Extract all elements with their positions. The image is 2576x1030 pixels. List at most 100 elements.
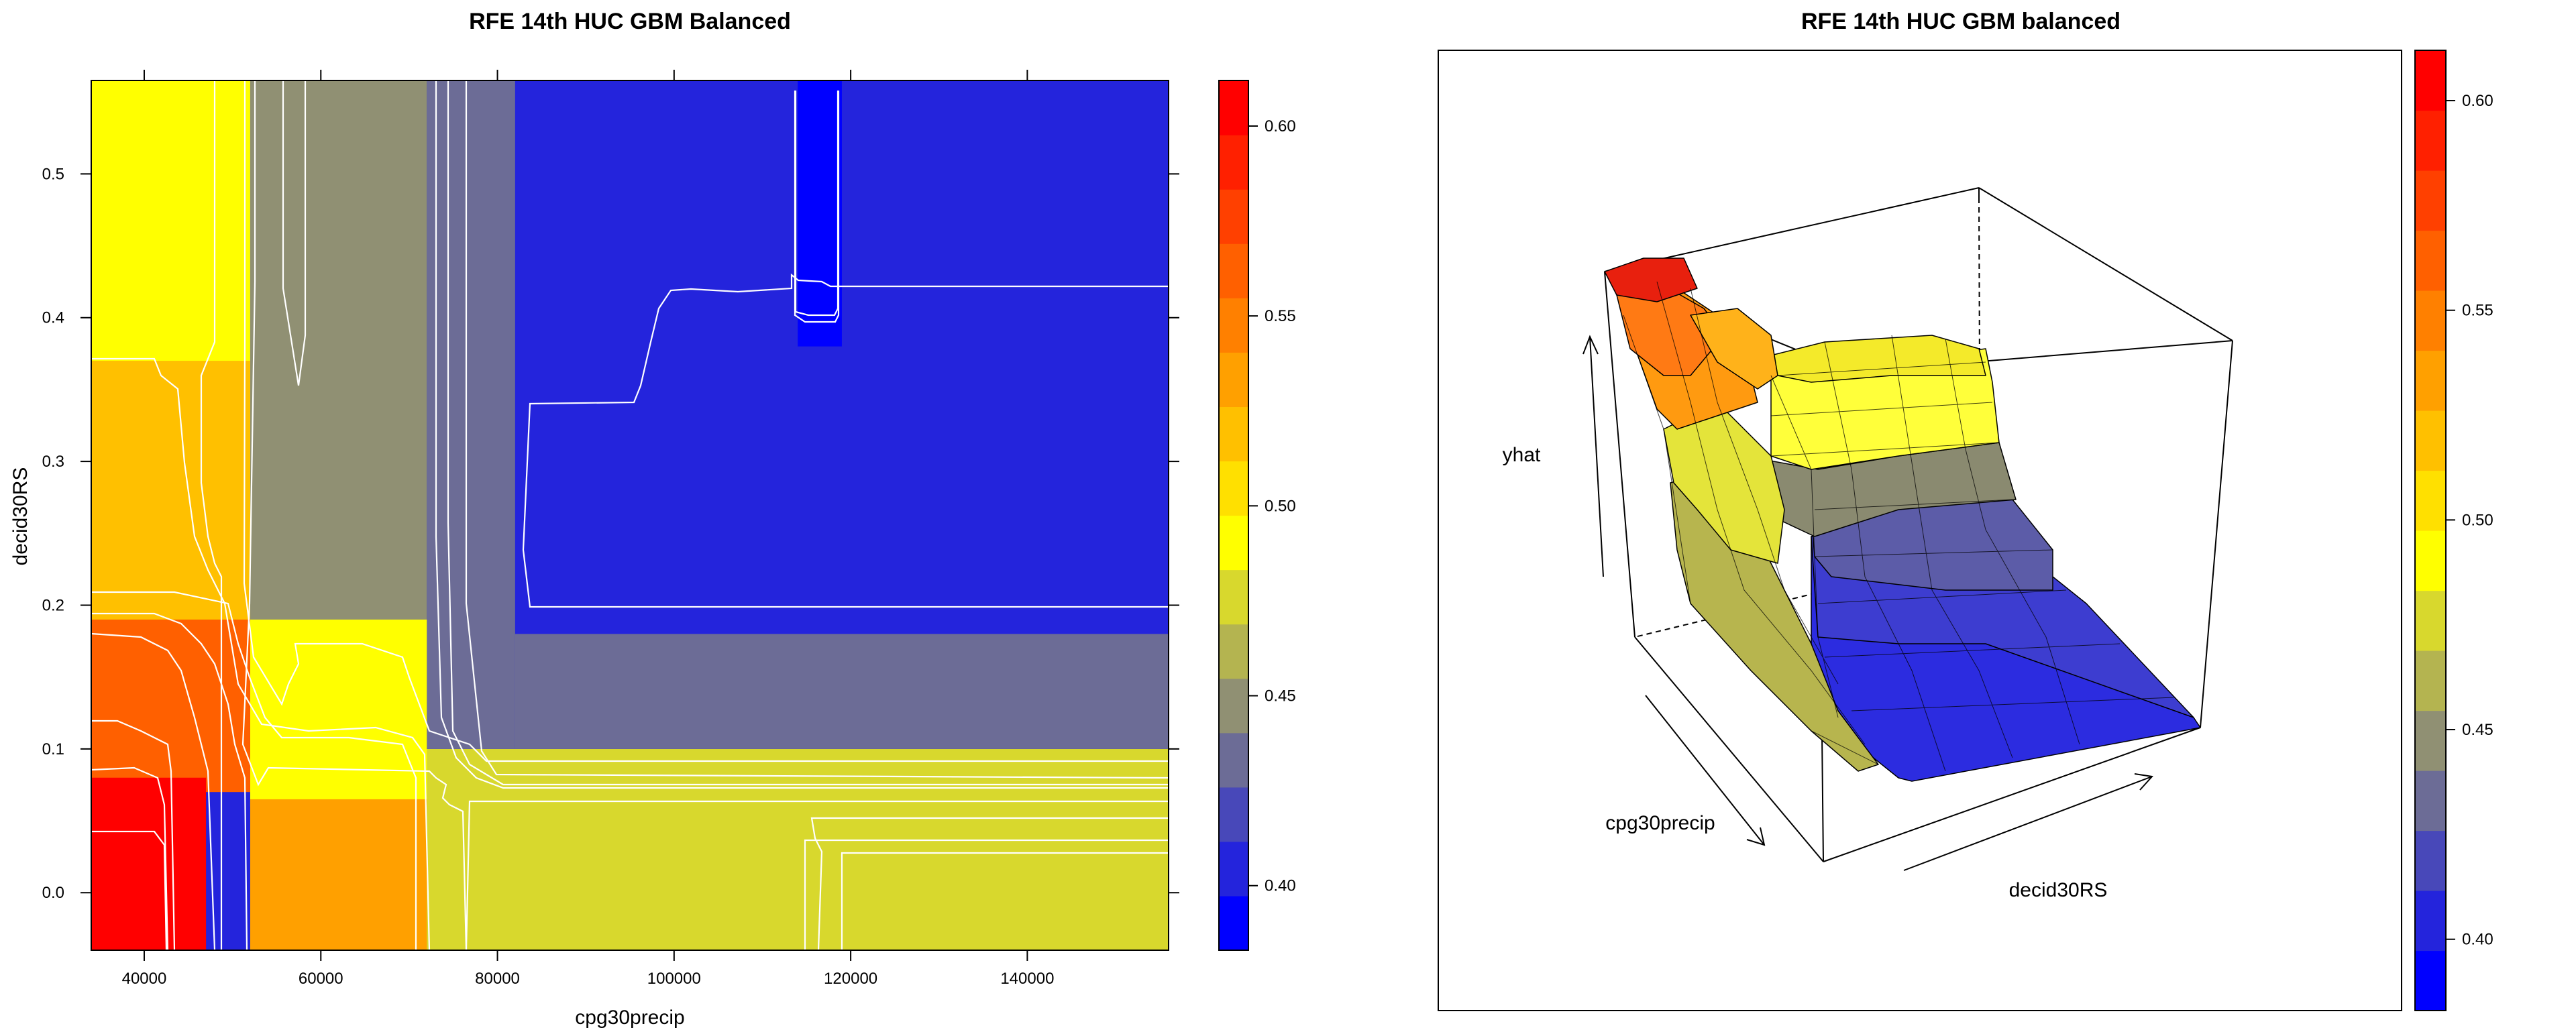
y-axis: 0.0 0.1 0.2 0.3 0.4 0.5 [42,165,1179,902]
surface-grid-line [1690,288,1839,685]
colorbar-band [1219,624,1248,679]
surface-grid-line [1770,402,1993,416]
surface-grid-line [1891,335,2013,758]
colorbar-band [1219,732,1248,788]
colorbar-band [2415,950,2446,1011]
contour-line [522,273,1169,608]
surface-grid-line [1656,281,1866,745]
y-tick-label: 0.5 [42,165,64,183]
x-tick-label: 140000 [1000,970,1054,988]
colorbar-tick-label: 0.40 [2462,931,2493,949]
colorbar-frame [2414,50,2447,1011]
z-axis-label: yhat [1503,444,1541,466]
surface-grid-line [1623,314,1879,765]
heatmap-colorbar: 0.40 0.45 0.50 0.55 0.60 [1218,80,1296,951]
colorbar-band [1219,515,1248,571]
contour-line [810,817,1169,950]
heatmap-region [250,799,427,950]
contour-line [447,80,1169,786]
colorbar-tick-label: 0.45 [2462,721,2493,739]
surface-colorbar: 0.40 0.45 0.50 0.55 0.60 [2414,50,2493,1011]
y-tick-label: 0.3 [42,453,64,471]
x-axis: 40000 60000 80000 100000 120000 140000 [122,70,1054,988]
colorbar-tick-label: 0.55 [1265,307,1296,325]
surface-axis-arrows [1582,335,2153,871]
z-axis-arrow [1589,336,1604,577]
colorbar-band [2415,170,2446,231]
surface-grid-line [1824,341,1946,772]
x-tick-label: 60000 [299,970,343,988]
surface-mesh [1604,258,2201,782]
colorbar-band [1219,787,1248,842]
colorbar-band [1219,243,1248,298]
heatmap-region [418,748,1169,950]
surface-facet-red [1604,258,1698,302]
x-axis-arrowhead [1746,827,1766,846]
colorbar-band [1219,135,1248,190]
heatmap-region [515,634,1169,749]
colorbar-band [2415,770,2446,832]
contour-line [91,632,216,950]
colorbar-band [2415,350,2446,411]
heatmap-region [91,361,250,648]
colorbar-band [1219,895,1248,951]
colorbar-band [2415,891,2446,952]
x-axis-label: cpg30precip [575,1007,684,1029]
colorbar-band [2415,650,2446,711]
x-tick-label: 120000 [824,970,877,988]
y-axis-arrow [1903,776,2153,871]
heatmap-panel: RFE 14th HUC GBM Balanced [9,9,1296,1029]
y-axis-label: decid30RS [9,467,32,566]
heatmap-plot-frame [91,80,1169,951]
colorbar-band [2415,410,2446,471]
colorbar-band [2415,710,2446,771]
surface-grid-line [1814,499,2013,510]
colorbar-tick-label: 0.55 [2462,302,2493,320]
colorbar-band [2415,530,2446,591]
heatmap-region [427,80,515,749]
colorbar-band [1219,352,1248,407]
contour-lines [91,80,1169,950]
contour-line [91,612,248,950]
contour-line [465,80,1169,779]
contour-line [435,80,1169,789]
y-axis-label-3d: decid30RS [2009,879,2108,901]
contour-line [794,91,839,317]
surface-grid-line [1817,589,2067,604]
surface-grid-line [1945,338,2080,745]
colorbar-band [1219,678,1248,734]
y-tick-label: 0.0 [42,884,64,902]
colorbar-tick-label: 0.40 [1265,877,1296,895]
surface-panel: RFE 14th HUC GBM balanced [1438,9,2493,1011]
colorbar-band [2415,470,2446,531]
contour-line [91,766,169,950]
heatmap-region [250,619,427,807]
surface-grid-line [1777,361,1986,376]
y-tick-label: 0.4 [42,309,64,327]
surface-grid-line [1851,697,2174,711]
colorbar-band [1219,569,1248,625]
colorbar-tick-label: 0.50 [1265,497,1296,515]
colorbar-tick-label: 0.45 [1265,687,1296,705]
heatmap-region [798,80,842,347]
colorbar-band [1219,406,1248,462]
contour-line [241,80,468,950]
y-tick-label: 0.1 [42,740,64,758]
colorbar-band [2415,290,2446,351]
contour-line [465,800,1169,950]
colorbar-band [2415,590,2446,651]
colorbar-band [1219,298,1248,353]
contour-line [282,80,307,386]
x-tick-label: 80000 [475,970,520,988]
colorbar-band [2415,50,2446,111]
surface-title: RFE 14th HUC GBM balanced [1801,9,2121,34]
colorbar-band [1219,461,1248,516]
contour-line [91,720,176,950]
x-tick-label: 100000 [647,970,701,988]
contour-line [804,839,1169,950]
contour-line [91,591,417,950]
surface-panel-frame [1438,50,2402,1011]
surface-grid-line [1814,549,2053,557]
colorbar-frame [1218,80,1249,951]
